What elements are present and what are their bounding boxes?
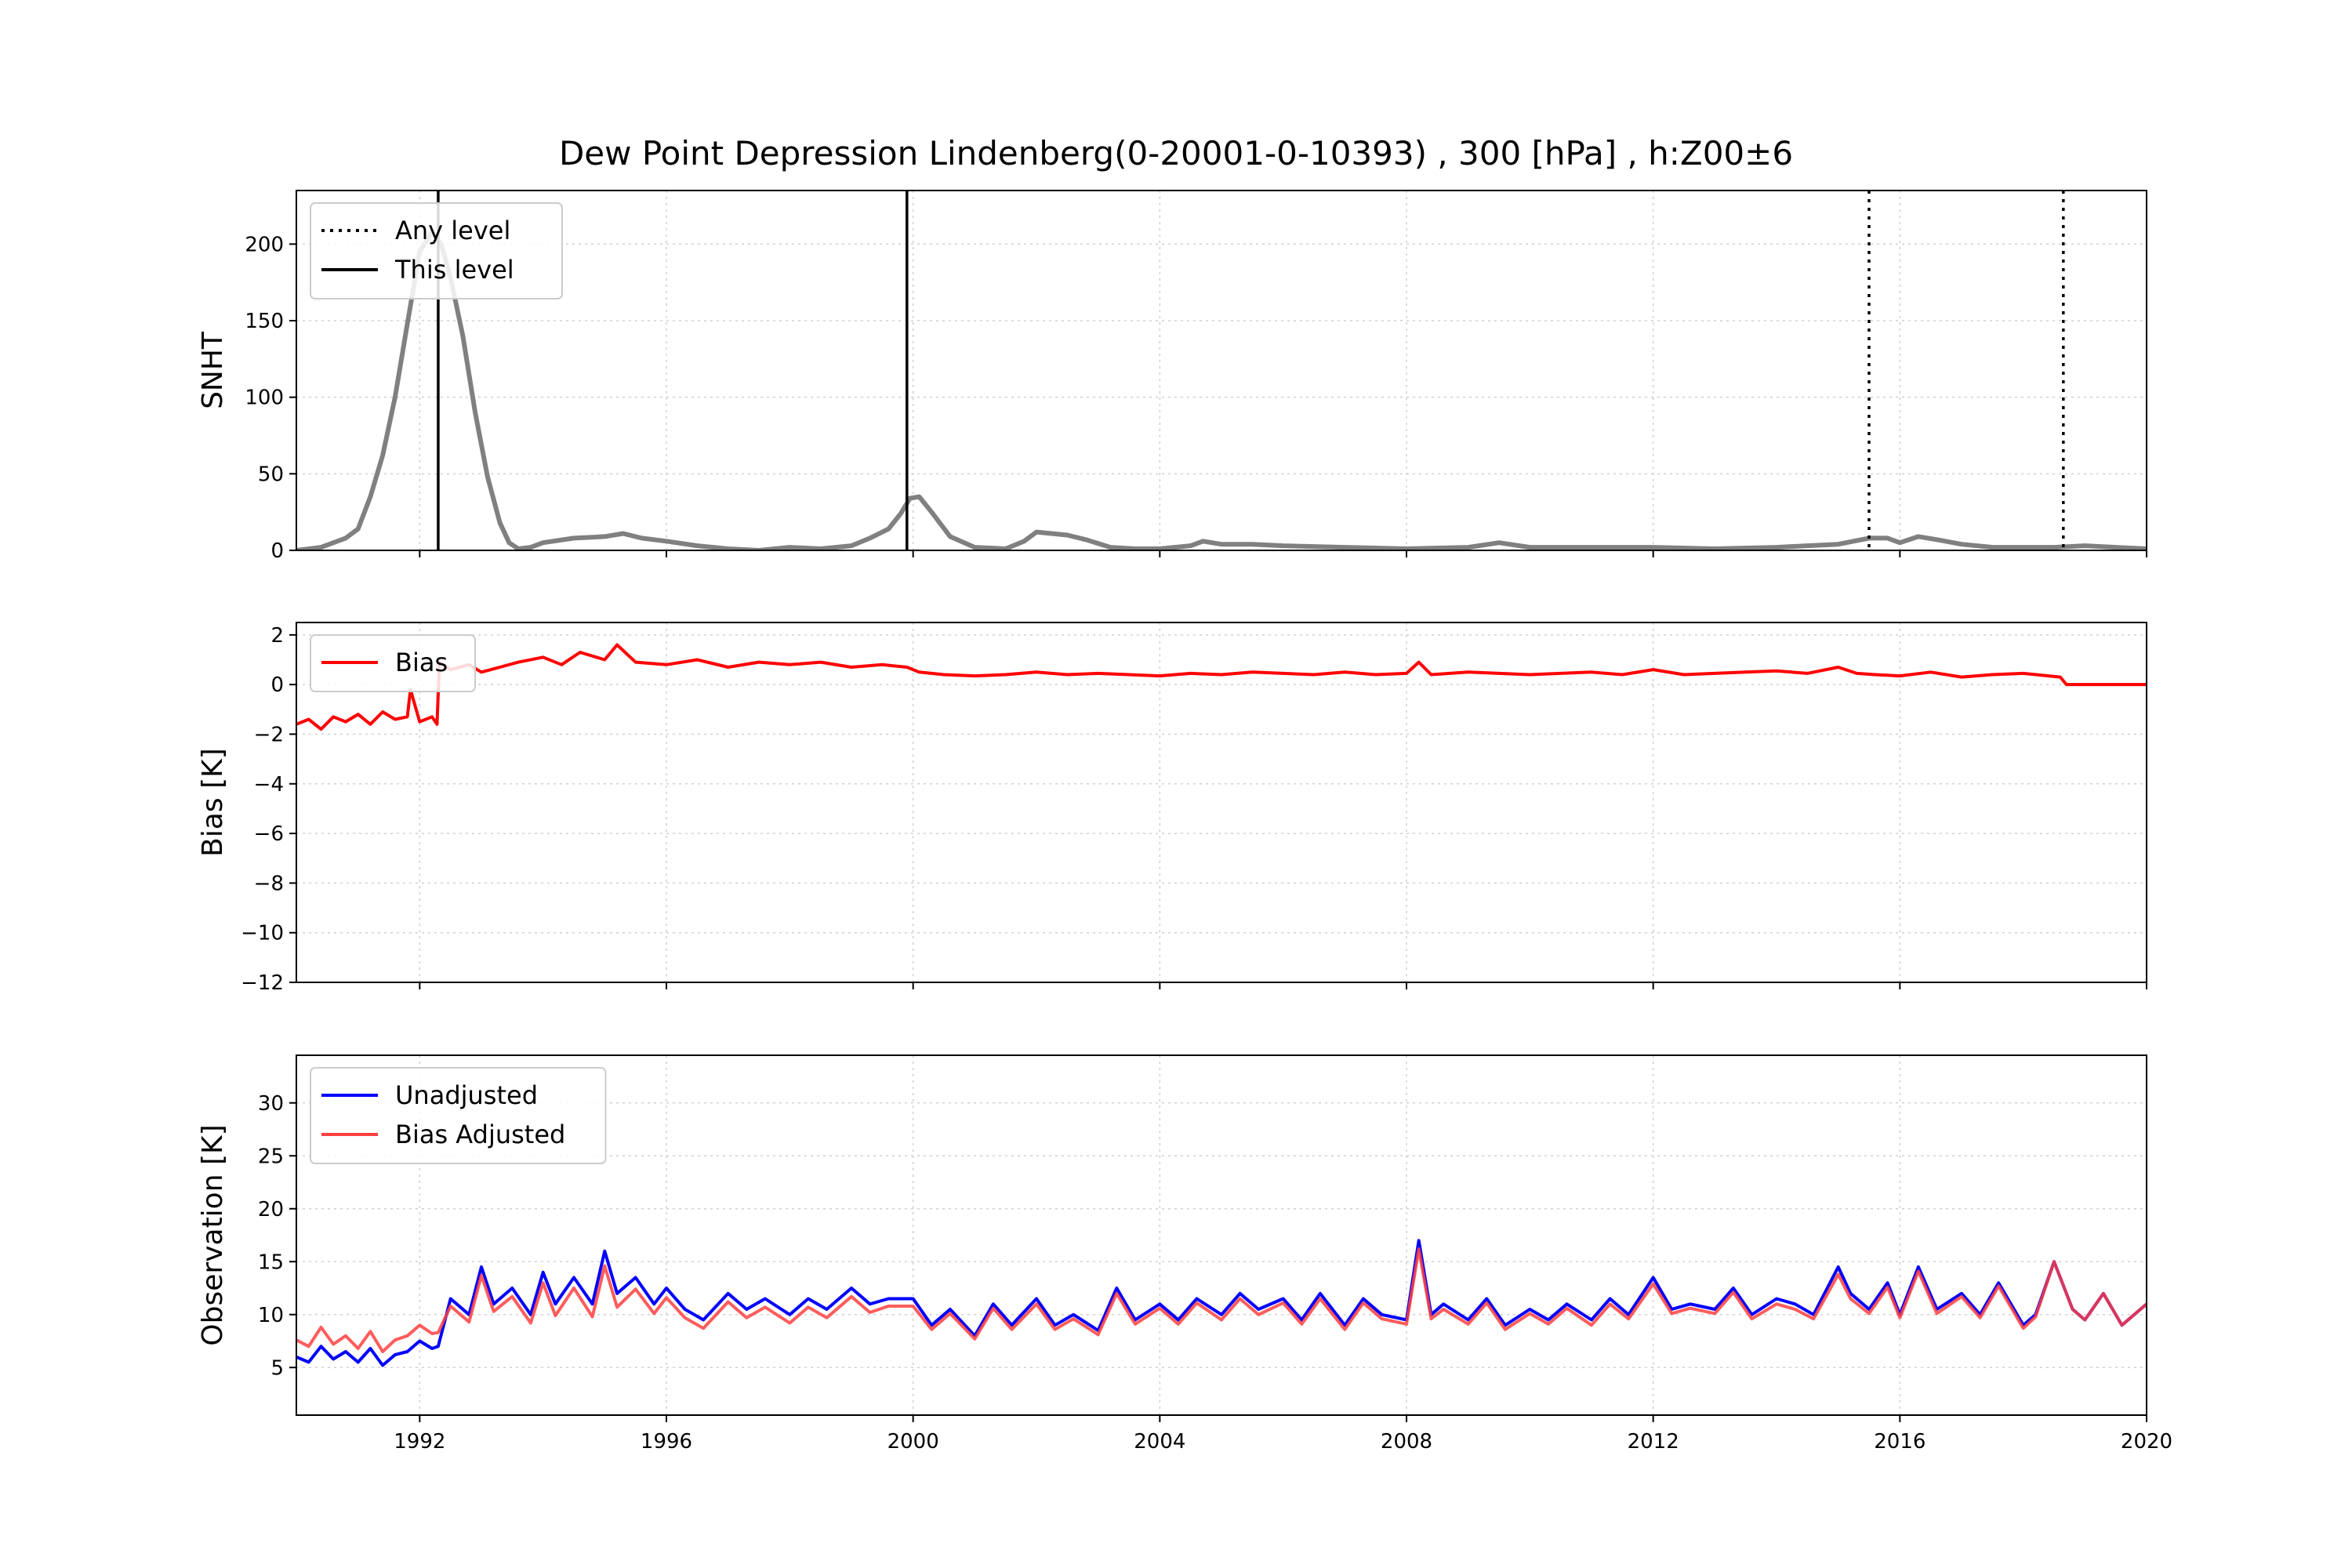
y-tick-label: 150 bbox=[245, 310, 284, 333]
plot-area bbox=[296, 643, 2147, 731]
series-line-bias-adjusted bbox=[296, 1247, 2147, 1353]
y-tick-label: −2 bbox=[254, 723, 284, 746]
legend: Bias bbox=[310, 634, 476, 692]
legend: Unadjusted Bias Adjusted bbox=[310, 1067, 607, 1164]
y-tick-label: 20 bbox=[258, 1198, 284, 1221]
y-tick-label: 50 bbox=[258, 463, 284, 486]
y-axis-label: Observation [K] bbox=[197, 1124, 229, 1345]
panel-1: 0 50 100 150 200 SNHT Any level This level bbox=[197, 190, 2147, 563]
legend-box bbox=[310, 202, 563, 299]
legend-box bbox=[310, 634, 476, 692]
legend-label: This level bbox=[394, 255, 514, 285]
y-tick-label: 25 bbox=[258, 1145, 284, 1168]
legend-label: Bias Adjusted bbox=[395, 1120, 565, 1149]
axes-frame bbox=[296, 1054, 2147, 1416]
y-axis-label: Bias [K] bbox=[197, 748, 229, 857]
x-tick-label: 1992 bbox=[394, 1430, 445, 1454]
panel-3: 1992 1996 2000 2004 2008 2012 2016 2020 5 10 15 20 2… bbox=[197, 1054, 2172, 1454]
y-tick-label: 0 bbox=[270, 673, 284, 697]
x-tick-label: 2004 bbox=[1134, 1430, 1185, 1454]
y-tick-label: −8 bbox=[254, 872, 284, 895]
y-tick-label: −12 bbox=[241, 971, 284, 995]
y-tick-label: 15 bbox=[258, 1250, 284, 1274]
legend-label: Bias bbox=[395, 648, 448, 677]
y-tick-label: 100 bbox=[245, 387, 284, 410]
y-tick-label: −6 bbox=[254, 822, 284, 846]
legend-box bbox=[310, 1067, 607, 1164]
y-tick-label: 30 bbox=[258, 1092, 284, 1116]
plot-area bbox=[296, 1239, 2147, 1367]
y-axis-label: SNHT bbox=[197, 331, 229, 409]
axes-frame bbox=[296, 190, 2147, 551]
y-tick-label: 5 bbox=[270, 1356, 284, 1380]
plot-area bbox=[296, 229, 2147, 550]
x-tick-label: 2000 bbox=[887, 1430, 939, 1454]
y-tick-label: 10 bbox=[258, 1304, 284, 1327]
panel-2: 2 0 −2 −4 −6 −8 −10 −12 Bias [K] Bias bbox=[197, 622, 2147, 995]
legend-label: Any level bbox=[395, 216, 510, 245]
x-tick-label: 2016 bbox=[1874, 1430, 1926, 1454]
x-tick-label: 2020 bbox=[2121, 1430, 2172, 1454]
y-tick-label: 0 bbox=[270, 539, 284, 563]
x-tick-label: 2008 bbox=[1381, 1430, 1432, 1454]
series-line-snht bbox=[296, 229, 2147, 550]
figure-title: Dew Point Depression Lindenberg(0-20001-… bbox=[559, 134, 1793, 172]
series-line-bias bbox=[296, 643, 2147, 731]
axes-frame bbox=[296, 622, 2147, 983]
y-tick-label: −4 bbox=[254, 773, 284, 797]
y-tick-label: −10 bbox=[241, 922, 284, 946]
legend: Any level This level bbox=[310, 202, 563, 299]
y-tick-label: 2 bbox=[270, 624, 284, 648]
x-tick-label: 2012 bbox=[1628, 1430, 1679, 1454]
series-line-unadjusted bbox=[296, 1239, 2147, 1367]
legend-label: Unadjusted bbox=[395, 1080, 538, 1110]
x-tick-label: 1996 bbox=[641, 1430, 692, 1454]
y-tick-label: 200 bbox=[245, 233, 284, 256]
